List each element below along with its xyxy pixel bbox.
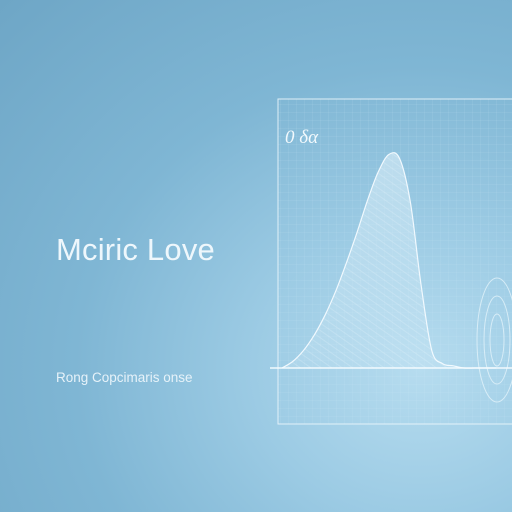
- data-point: [313, 334, 315, 336]
- data-point: [366, 199, 368, 201]
- data-point: [388, 153, 390, 155]
- data-point: [334, 291, 336, 293]
- data-point: [377, 171, 379, 173]
- data-point: [324, 315, 326, 317]
- data-point: [399, 158, 401, 160]
- data-point: [473, 367, 475, 369]
- data-point: [356, 232, 358, 234]
- data-point: [452, 365, 454, 367]
- data-point: [431, 349, 433, 351]
- data-point: [484, 367, 486, 369]
- data-point: [420, 284, 422, 286]
- data-point: [441, 362, 443, 364]
- data-point: [302, 349, 304, 351]
- data-point: [495, 367, 497, 369]
- chart-label: 0 δα: [285, 127, 319, 148]
- data-point: [463, 367, 465, 369]
- data-point: [281, 367, 283, 369]
- data-point: [409, 201, 411, 203]
- data-point: [292, 360, 294, 362]
- data-point: [345, 262, 347, 264]
